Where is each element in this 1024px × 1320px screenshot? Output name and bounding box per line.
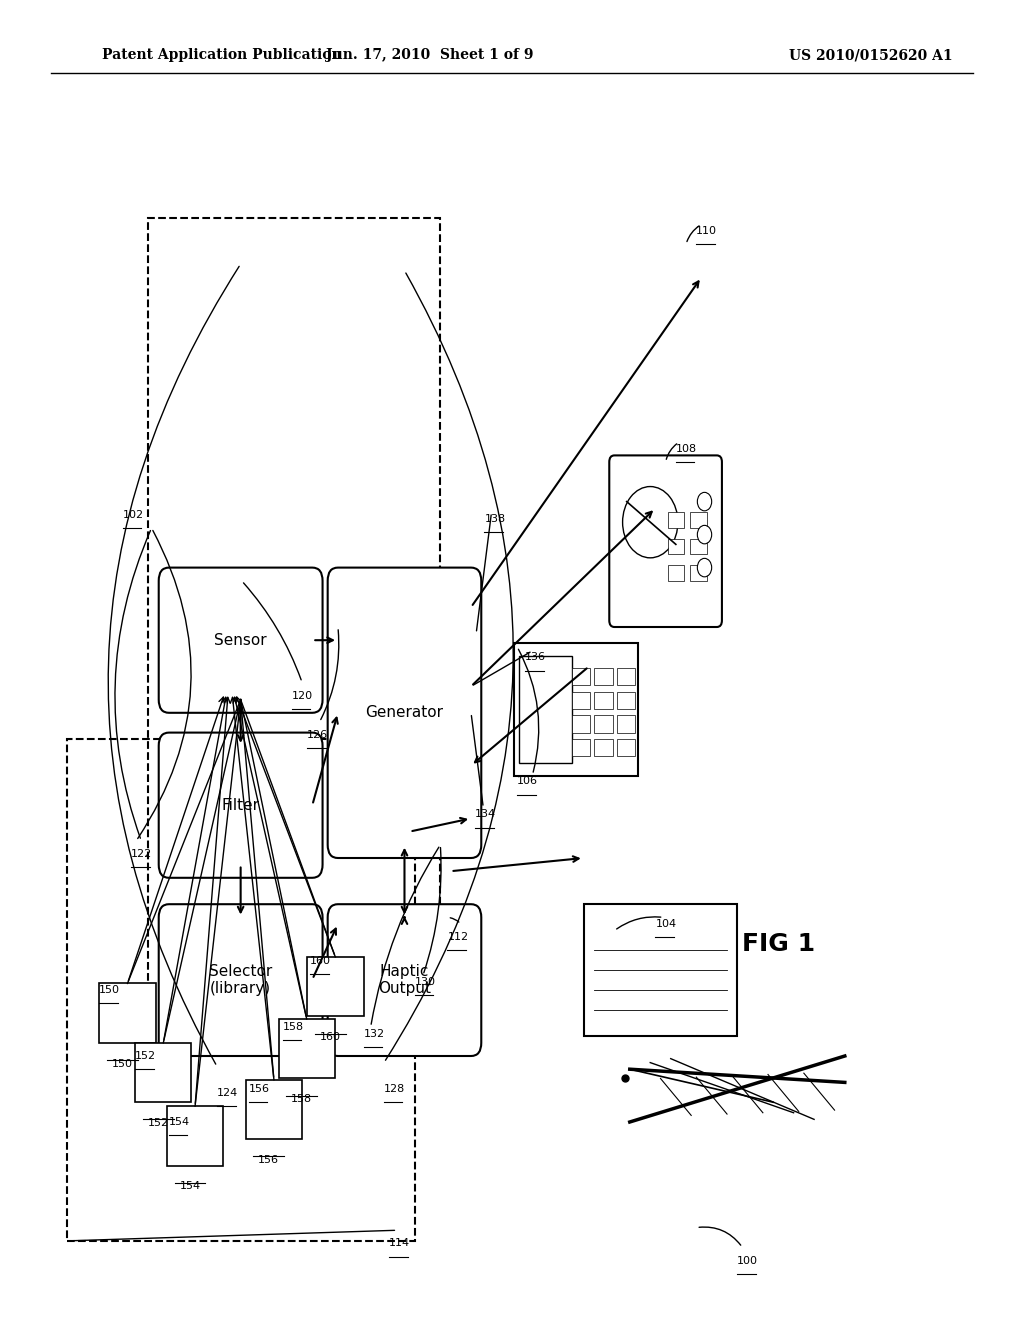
Text: Patent Application Publication: Patent Application Publication: [102, 49, 342, 62]
FancyBboxPatch shape: [584, 904, 737, 1036]
Text: 114: 114: [389, 1238, 411, 1249]
Circle shape: [623, 487, 678, 558]
Bar: [690, 539, 707, 554]
Text: 120: 120: [292, 690, 313, 701]
Text: 138: 138: [484, 513, 506, 524]
Text: FIG 1: FIG 1: [741, 932, 815, 956]
Text: 152: 152: [135, 1051, 157, 1061]
Bar: [594, 668, 612, 685]
Text: 124: 124: [217, 1088, 239, 1098]
FancyBboxPatch shape: [328, 568, 481, 858]
Bar: [571, 668, 590, 685]
Bar: [668, 512, 684, 528]
Text: 132: 132: [364, 1028, 385, 1039]
Bar: [99, 983, 156, 1043]
Bar: [167, 1106, 223, 1166]
FancyBboxPatch shape: [159, 568, 323, 713]
Circle shape: [697, 492, 712, 511]
Text: Generator: Generator: [366, 705, 443, 721]
Text: 136: 136: [525, 652, 547, 663]
Text: 150: 150: [99, 985, 121, 995]
Circle shape: [697, 558, 712, 577]
Text: 130: 130: [415, 977, 436, 987]
Text: 154: 154: [169, 1117, 190, 1127]
Text: 108: 108: [676, 444, 697, 454]
Text: 102: 102: [123, 510, 144, 520]
Bar: [690, 565, 707, 581]
Text: 160: 160: [319, 1032, 341, 1043]
FancyBboxPatch shape: [514, 643, 638, 776]
FancyBboxPatch shape: [159, 733, 323, 878]
Bar: [594, 692, 612, 709]
FancyBboxPatch shape: [159, 904, 323, 1056]
Text: 126: 126: [307, 730, 329, 741]
Bar: [616, 692, 635, 709]
Text: 160: 160: [310, 956, 332, 966]
Text: Selector
(library): Selector (library): [209, 964, 272, 997]
Text: 100: 100: [737, 1255, 759, 1266]
FancyBboxPatch shape: [519, 656, 572, 763]
Text: Sensor: Sensor: [214, 632, 267, 648]
Text: 156: 156: [249, 1084, 270, 1094]
Text: 158: 158: [291, 1094, 312, 1105]
Text: 134: 134: [475, 809, 497, 820]
Text: 158: 158: [283, 1022, 304, 1032]
Text: 104: 104: [655, 919, 677, 929]
Text: 154: 154: [179, 1181, 201, 1192]
Text: 110: 110: [696, 226, 718, 236]
Text: Filter: Filter: [221, 797, 260, 813]
Circle shape: [697, 525, 712, 544]
Text: 122: 122: [131, 849, 153, 859]
Bar: [616, 668, 635, 685]
Bar: [616, 715, 635, 733]
FancyBboxPatch shape: [328, 904, 481, 1056]
Bar: [307, 957, 364, 1016]
Bar: [279, 1019, 335, 1078]
Bar: [690, 512, 707, 528]
Text: 152: 152: [147, 1118, 169, 1129]
FancyBboxPatch shape: [609, 455, 722, 627]
Bar: [668, 565, 684, 581]
Text: 150: 150: [112, 1059, 133, 1069]
Bar: [594, 715, 612, 733]
Bar: [571, 715, 590, 733]
Text: 112: 112: [447, 932, 469, 942]
Bar: [594, 739, 612, 756]
Bar: [571, 739, 590, 756]
Bar: [616, 739, 635, 756]
Bar: [571, 692, 590, 709]
Text: Haptic
Output: Haptic Output: [378, 964, 431, 997]
Text: 128: 128: [384, 1084, 406, 1094]
Text: Jun. 17, 2010  Sheet 1 of 9: Jun. 17, 2010 Sheet 1 of 9: [327, 49, 534, 62]
Text: 156: 156: [258, 1155, 280, 1166]
Bar: [135, 1043, 191, 1102]
Bar: [246, 1080, 302, 1139]
Bar: [668, 539, 684, 554]
Text: US 2010/0152620 A1: US 2010/0152620 A1: [788, 49, 952, 62]
Text: 106: 106: [517, 776, 539, 787]
